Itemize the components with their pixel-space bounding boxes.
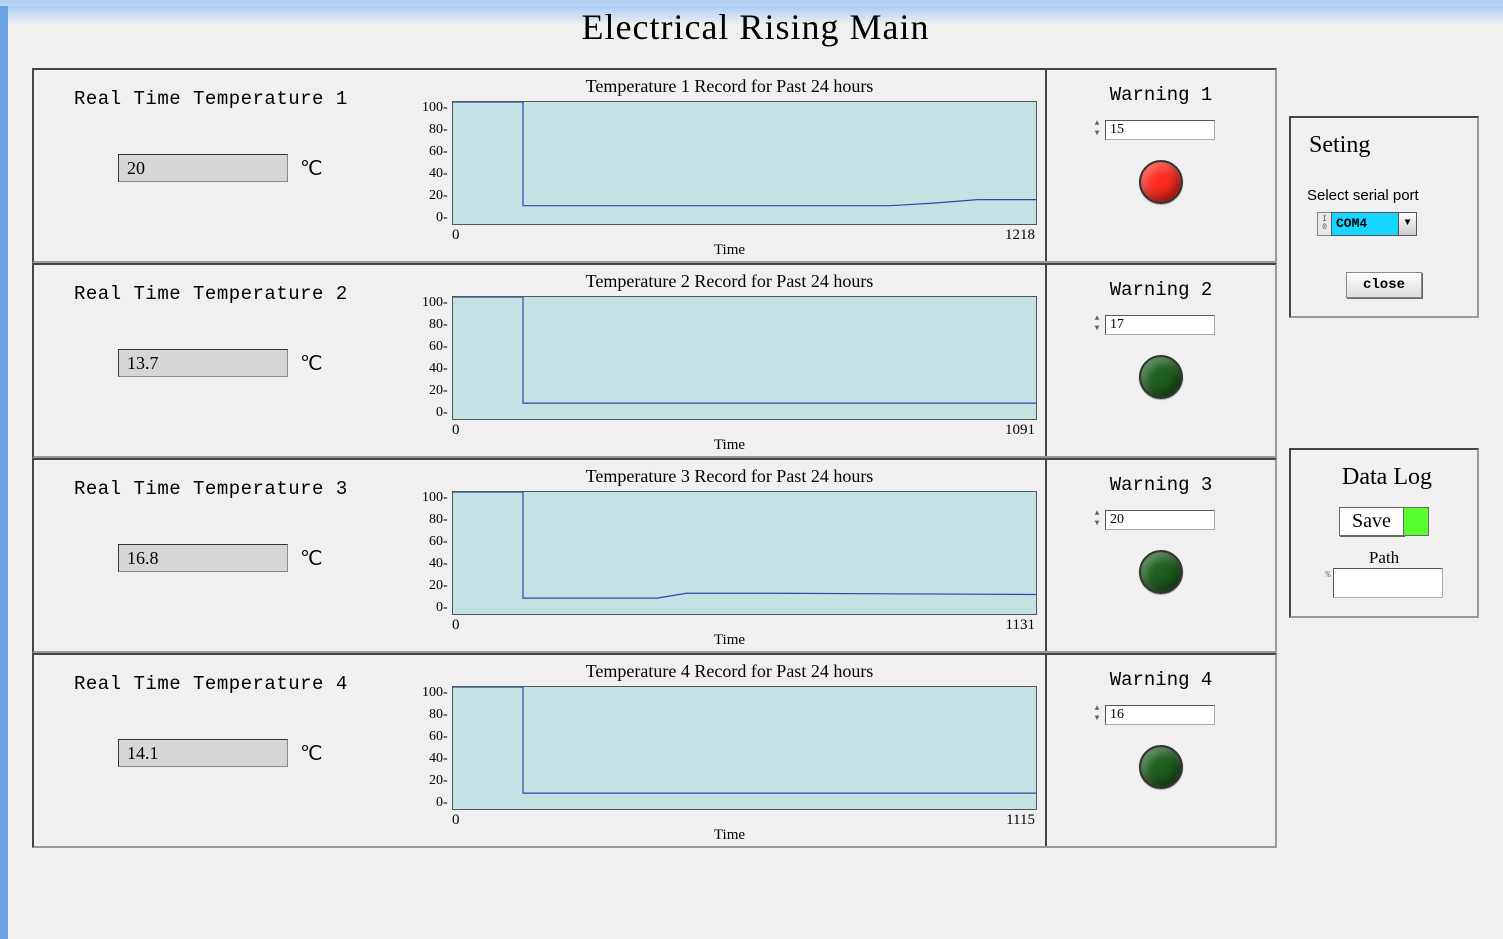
warning-title: Warning 4 (1063, 669, 1259, 691)
chart-title: Temperature 4 Record for Past 24 hours (422, 661, 1037, 682)
warning-cell: Warning 4 ▲ ▼ 16 (1045, 655, 1275, 846)
channel-row: Real Time Temperature 1 20 ℃ Temperature… (32, 68, 1277, 263)
io-icon: I0 (1317, 212, 1331, 236)
realtime-label: Real Time Temperature 3 (74, 478, 402, 500)
side-column: Seting Select serial port I0 COM4 ▼ clos… (1289, 68, 1479, 848)
path-label: Path (1303, 548, 1465, 568)
x-axis-label: Time (422, 242, 1037, 259)
threshold-spinner[interactable]: ▲ ▼ 20 (1091, 510, 1259, 530)
spin-down-icon[interactable]: ▼ (1091, 520, 1103, 530)
chart-title: Temperature 3 Record for Past 24 hours (422, 466, 1037, 487)
channel-row: Real Time Temperature 2 13.7 ℃ Temperatu… (32, 263, 1277, 458)
warning-title: Warning 3 (1063, 474, 1259, 496)
threshold-value[interactable]: 17 (1105, 315, 1215, 335)
plot-area[interactable] (452, 686, 1037, 810)
threshold-value[interactable]: 20 (1105, 510, 1215, 530)
settings-panel: Seting Select serial port I0 COM4 ▼ clos… (1289, 116, 1479, 318)
chart-cell: Temperature 2 Record for Past 24 hours 1… (414, 265, 1045, 456)
warning-led (1139, 355, 1183, 399)
realtime-value: 13.7 (118, 349, 288, 377)
y-axis: 100-80-60-40-20-0- (422, 101, 452, 225)
path-input[interactable] (1333, 568, 1443, 598)
plot-area[interactable] (452, 296, 1037, 420)
datalog-panel: Data Log Save Path % (1289, 448, 1479, 618)
channel-row: Real Time Temperature 4 14.1 ℃ Temperatu… (32, 653, 1277, 848)
serial-port-select[interactable]: I0 COM4 ▼ (1317, 212, 1417, 236)
realtime-label: Real Time Temperature 2 (74, 283, 402, 305)
threshold-spinner[interactable]: ▲ ▼ 17 (1091, 315, 1259, 335)
main-layout: Real Time Temperature 1 20 ℃ Temperature… (8, 68, 1503, 848)
unit-label: ℃ (300, 741, 322, 766)
close-button[interactable]: close (1346, 272, 1422, 298)
realtime-label: Real Time Temperature 4 (74, 673, 402, 695)
app-window: Electrical Rising Main Real Time Tempera… (0, 6, 1503, 939)
unit-label: ℃ (300, 546, 322, 571)
settings-title: Seting (1309, 132, 1465, 159)
spin-down-icon[interactable]: ▼ (1091, 130, 1103, 140)
save-indicator (1403, 507, 1429, 536)
y-axis: 100-80-60-40-20-0- (422, 491, 452, 615)
path-icon: % (1325, 568, 1330, 580)
warning-title: Warning 2 (1063, 279, 1259, 301)
plot-area[interactable] (452, 491, 1037, 615)
warning-cell: Warning 2 ▲ ▼ 17 (1045, 265, 1275, 456)
threshold-value[interactable]: 15 (1105, 120, 1215, 140)
realtime-cell: Real Time Temperature 1 20 ℃ (34, 70, 414, 261)
realtime-value: 20 (118, 154, 288, 182)
y-axis: 100-80-60-40-20-0- (422, 296, 452, 420)
datalog-title: Data Log (1309, 464, 1465, 491)
x-axis-label: Time (422, 827, 1037, 844)
threshold-spinner[interactable]: ▲ ▼ 16 (1091, 705, 1259, 725)
threshold-spinner[interactable]: ▲ ▼ 15 (1091, 120, 1259, 140)
chart-cell: Temperature 1 Record for Past 24 hours 1… (414, 70, 1045, 261)
page-title: Electrical Rising Main (8, 6, 1503, 48)
x-axis-label: Time (422, 632, 1037, 649)
realtime-cell: Real Time Temperature 4 14.1 ℃ (34, 655, 414, 846)
warning-cell: Warning 1 ▲ ▼ 15 (1045, 70, 1275, 261)
chart-title: Temperature 2 Record for Past 24 hours (422, 271, 1037, 292)
warning-led (1139, 745, 1183, 789)
chevron-down-icon[interactable]: ▼ (1399, 212, 1417, 236)
warning-led (1139, 550, 1183, 594)
chart-title: Temperature 1 Record for Past 24 hours (422, 76, 1037, 97)
warning-title: Warning 1 (1063, 84, 1259, 106)
warning-cell: Warning 3 ▲ ▼ 20 (1045, 460, 1275, 651)
plot-area[interactable] (452, 101, 1037, 225)
realtime-value: 14.1 (118, 739, 288, 767)
realtime-cell: Real Time Temperature 3 16.8 ℃ (34, 460, 414, 651)
x-axis-label: Time (422, 437, 1037, 454)
chart-cell: Temperature 3 Record for Past 24 hours 1… (414, 460, 1045, 651)
channel-row: Real Time Temperature 3 16.8 ℃ Temperatu… (32, 458, 1277, 653)
realtime-cell: Real Time Temperature 2 13.7 ℃ (34, 265, 414, 456)
warning-led (1139, 160, 1183, 204)
chart-cell: Temperature 4 Record for Past 24 hours 1… (414, 655, 1045, 846)
channels-column: Real Time Temperature 1 20 ℃ Temperature… (32, 68, 1277, 848)
realtime-label: Real Time Temperature 1 (74, 88, 402, 110)
spin-down-icon[interactable]: ▼ (1091, 715, 1103, 725)
threshold-value[interactable]: 16 (1105, 705, 1215, 725)
realtime-value: 16.8 (118, 544, 288, 572)
serial-port-value: COM4 (1331, 212, 1399, 236)
unit-label: ℃ (300, 156, 322, 181)
serial-port-label: Select serial port (1307, 187, 1465, 204)
unit-label: ℃ (300, 351, 322, 376)
y-axis: 100-80-60-40-20-0- (422, 686, 452, 810)
spin-down-icon[interactable]: ▼ (1091, 325, 1103, 335)
save-button[interactable]: Save (1339, 507, 1404, 536)
